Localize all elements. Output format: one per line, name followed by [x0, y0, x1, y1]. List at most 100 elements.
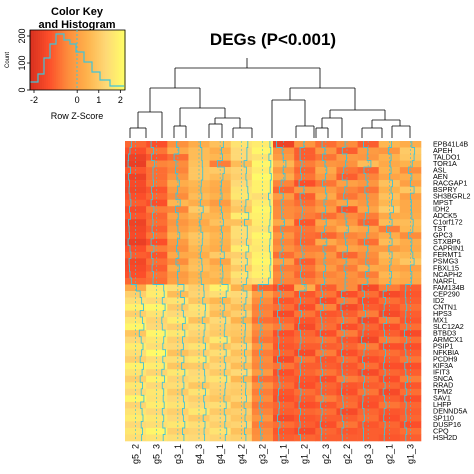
heatmap-cell: [251, 323, 274, 331]
heatmap-trace: [127, 141, 145, 441]
heatmap-cell: [125, 336, 147, 344]
heatmap-cell: [125, 245, 147, 253]
heatmap-cell: [294, 264, 316, 272]
color-key-swatch: [63, 30, 67, 90]
heatmap-cell: [357, 141, 380, 148]
color-key-swatch: [30, 30, 33, 90]
heatmap-cell: [273, 304, 295, 311]
heatmap-cell: [146, 317, 168, 324]
heatmap-cell: [315, 160, 337, 168]
heatmap-cell: [336, 408, 358, 416]
heatmap-cell: [125, 356, 147, 364]
heatmap-cell: [399, 356, 422, 364]
heatmap-cell: [188, 336, 210, 344]
heatmap-cell: [209, 336, 232, 344]
color-key-title-line2: and Histogram: [38, 19, 115, 31]
heatmap-cell: [251, 245, 274, 253]
heatmap-cell: [294, 356, 316, 364]
heatmap-cell: [357, 388, 380, 396]
heatmap-cell: [209, 297, 232, 305]
heatmap-cell: [125, 369, 147, 377]
heatmap-cell: [357, 232, 380, 240]
heatmap-cell: [230, 245, 253, 253]
heatmap-cell: [209, 284, 232, 292]
column-label: g1_3: [405, 444, 415, 464]
row-label: PSIP1: [433, 342, 453, 351]
heatmap-cell: [315, 356, 337, 364]
color-key-swatch: [95, 30, 98, 90]
heatmap-cell: [251, 427, 274, 435]
heatmap-cell: [399, 160, 422, 168]
heatmap-cell: [294, 336, 316, 344]
row-label: RACGAP1: [433, 178, 467, 187]
heatmap-cell: [399, 408, 422, 416]
color-key-y-tick-label: 100: [17, 55, 27, 70]
heatmap-cell: [146, 323, 168, 331]
heatmap-cell: [188, 212, 210, 220]
row-label: SP110: [433, 413, 454, 422]
heatmap-cell: [336, 232, 358, 240]
heatmap-cell: [230, 199, 253, 207]
heatmap-cell: [357, 245, 380, 253]
color-key-swatch: [59, 30, 63, 90]
heatmap-cell: [251, 356, 274, 364]
heatmap-cell: [167, 375, 189, 383]
heatmap-cell: [273, 356, 295, 364]
heatmap-cell: [294, 375, 316, 383]
row-label: FAM134B: [433, 283, 465, 292]
heatmap-cell: [273, 141, 295, 148]
row-label: ID2: [433, 296, 444, 305]
heatmap-cell: [399, 317, 422, 324]
row-label: ASL: [433, 165, 447, 174]
heatmap-cell: [125, 180, 147, 187]
heatmap-cell: [315, 297, 337, 305]
heatmap-cell: [188, 284, 210, 292]
heatmap-cell: [357, 408, 380, 416]
heatmap-cell: [251, 421, 274, 429]
heatmap-cell: [209, 369, 232, 377]
color-key-x-tick-label: 2: [118, 95, 123, 105]
color-key-ylabel: Count: [5, 52, 11, 68]
heatmap-cell: [230, 284, 253, 292]
heatmap-cell: [125, 323, 147, 331]
heatmap-cell: [251, 375, 274, 383]
heatmap-cell: [146, 336, 168, 344]
color-key-swatch: [117, 30, 120, 90]
heatmap-cell: [378, 427, 401, 435]
row-label: LHFP: [433, 400, 452, 409]
color-key-swatch: [55, 30, 59, 90]
heatmap-cell: [209, 199, 232, 207]
heatmap-cell: [399, 297, 422, 305]
heatmap-cell: [167, 336, 189, 344]
row-label: TPM2: [433, 387, 452, 396]
heatmap-cell: [146, 212, 168, 220]
row-label: MPST: [433, 198, 454, 207]
color-key-x-tick-label: -2: [30, 95, 38, 105]
heatmap-cell: [146, 180, 168, 187]
heatmap-cell: [146, 232, 168, 240]
row-label: FBXL15: [433, 263, 459, 272]
heatmap-cell: [315, 141, 337, 148]
heatmap-cell: [357, 317, 380, 324]
heatmap-cell: [315, 264, 337, 272]
row-label: IFIT3: [433, 368, 450, 377]
heatmap-cell: [315, 408, 337, 416]
heatmap-cell: [251, 180, 274, 187]
column-label: g1_1: [279, 444, 289, 464]
color-key-swatch: [39, 30, 43, 90]
row-label: BSPRY: [433, 185, 457, 194]
heatmap-cell: [125, 408, 147, 416]
heatmap-cell: [378, 199, 401, 207]
heatmap-cell: [167, 408, 189, 416]
heatmap-cell: [167, 141, 189, 148]
heatmap-cell: [357, 251, 380, 259]
heatmap-cell: [188, 199, 210, 207]
heatmap-cell: [209, 160, 232, 168]
heatmap-cell: [209, 304, 232, 311]
heatmap-cell: [378, 297, 401, 305]
heatmap-cell: [125, 212, 147, 220]
heatmap-cell: [167, 427, 189, 435]
color-key-swatch: [61, 30, 65, 90]
heatmap-cell: [230, 317, 253, 324]
heatmap-cell: [273, 323, 295, 331]
